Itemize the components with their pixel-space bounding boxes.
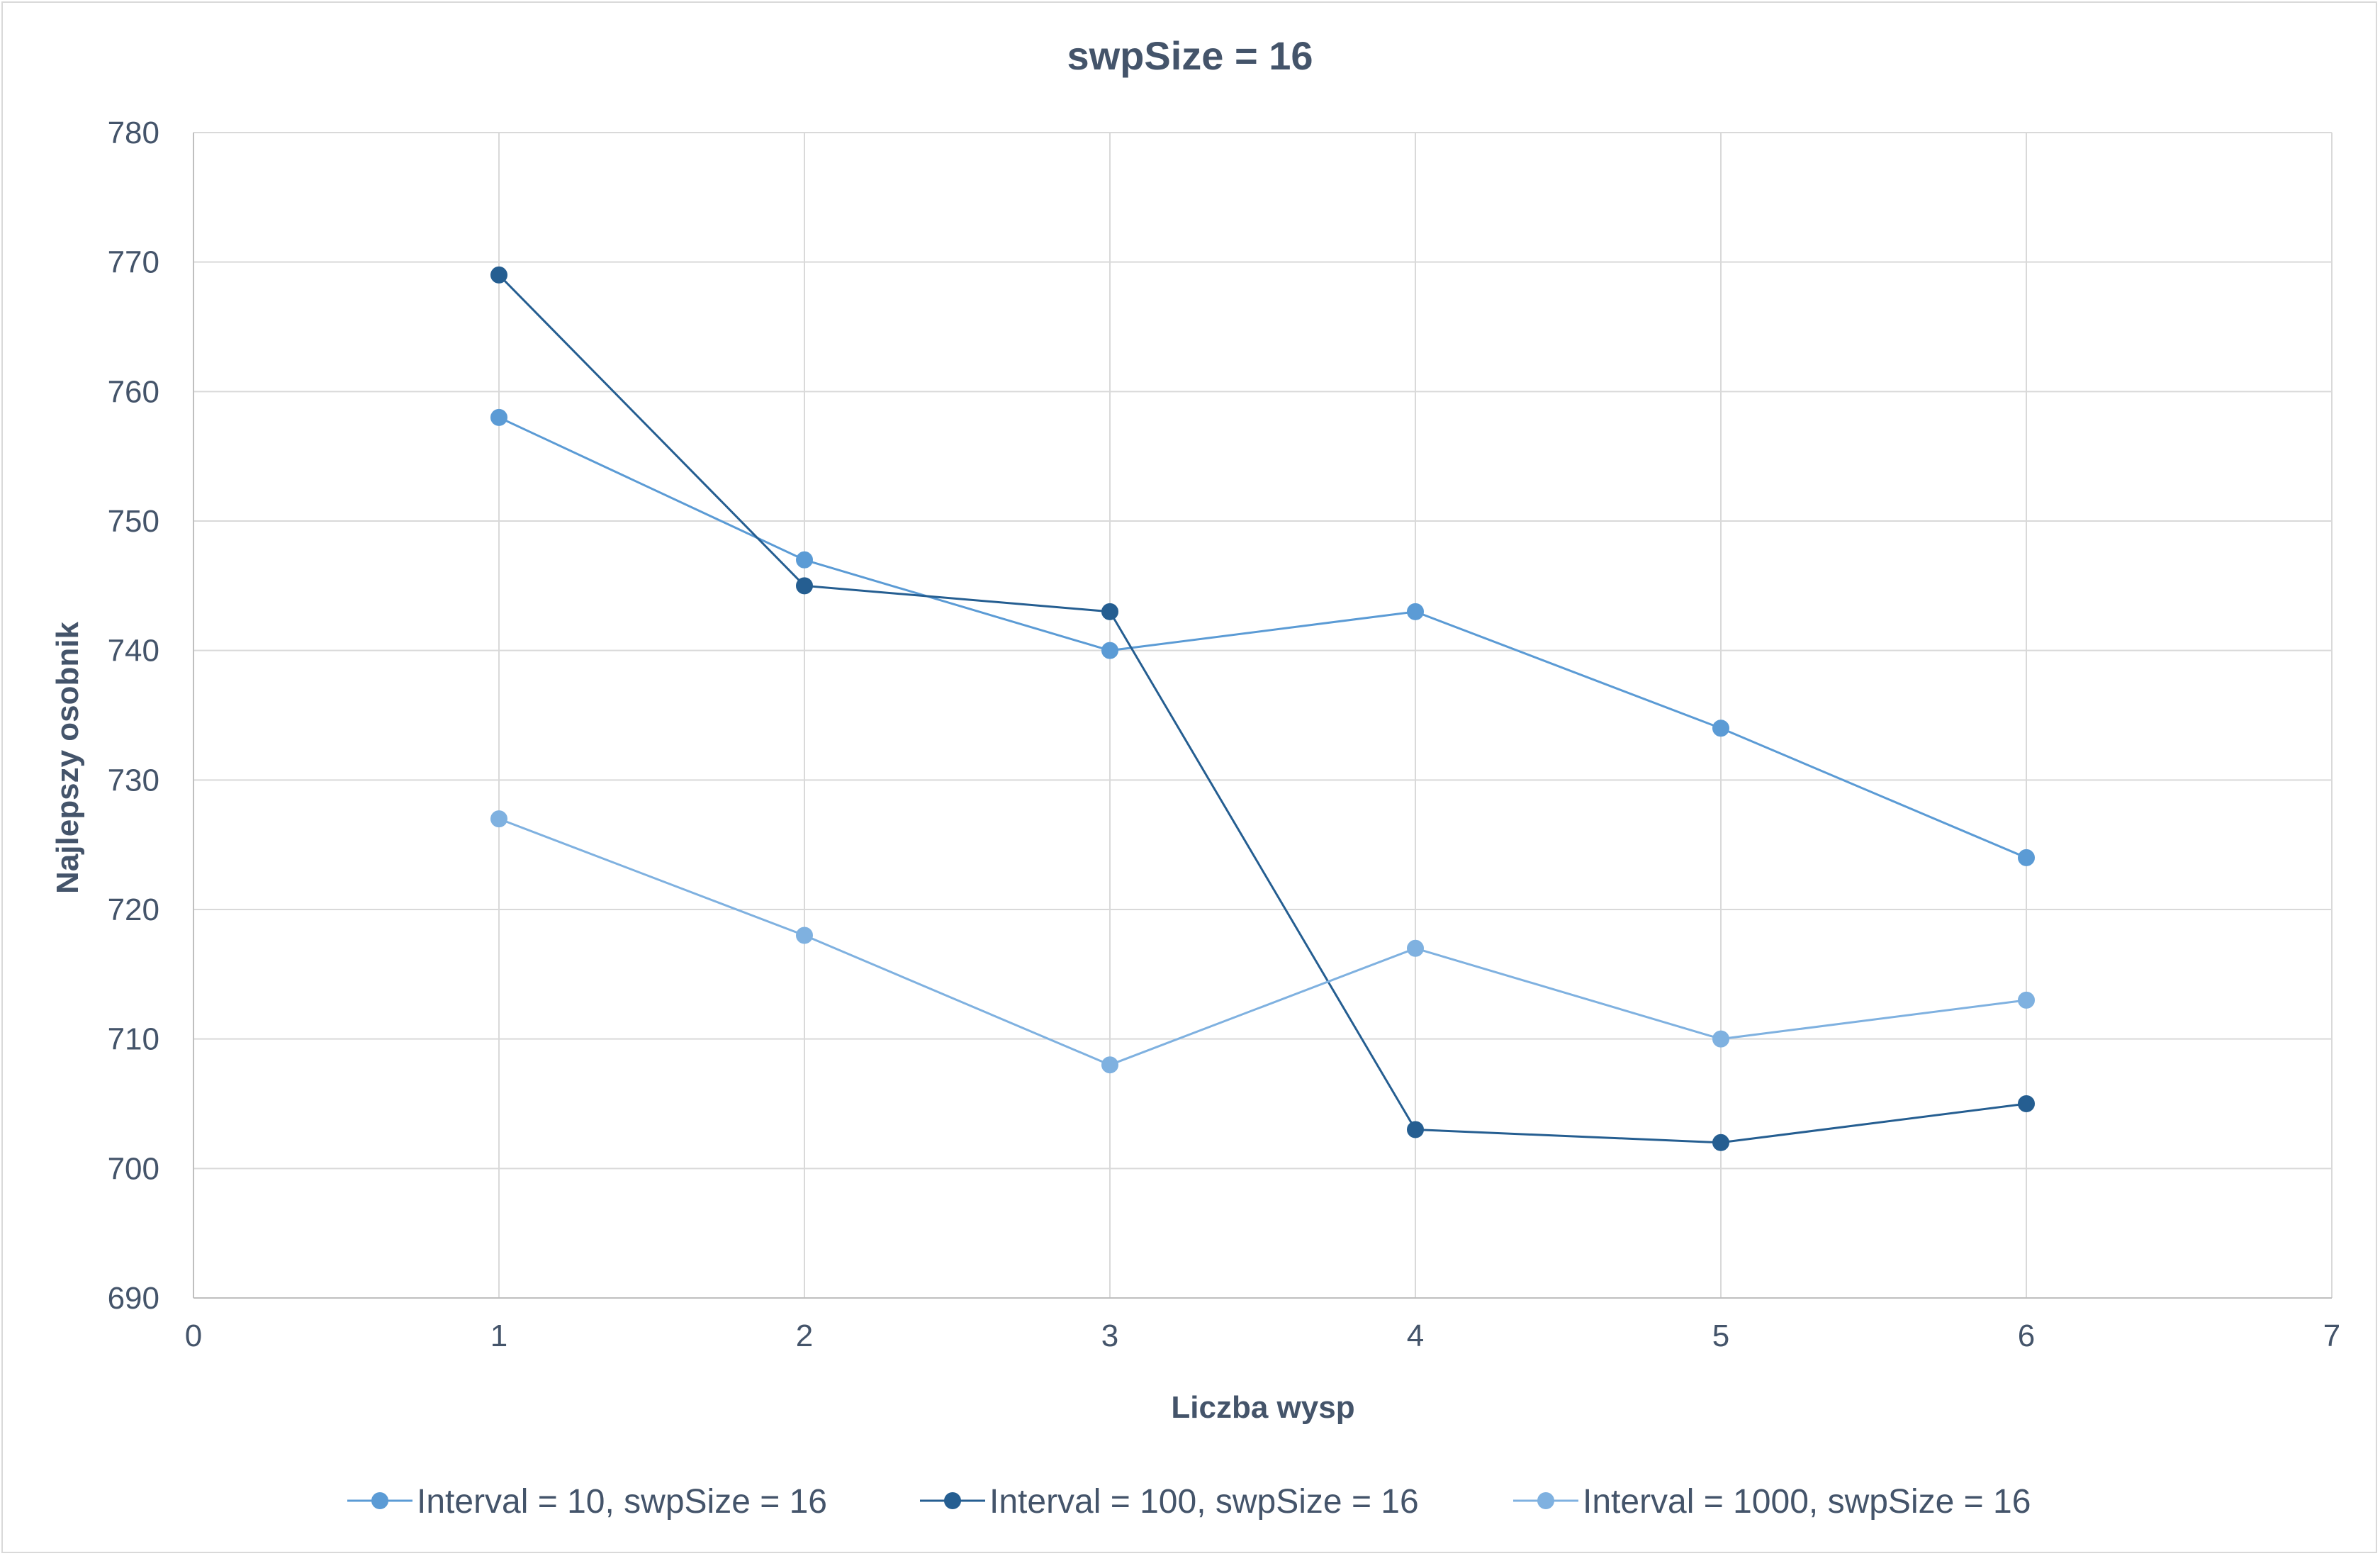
x-tick-label: 5 <box>1712 1319 1729 1353</box>
tick-labels: 690 700 710 720 730 740 750 760 770 780 0 1 2 3 4 5 6 7 <box>108 116 2341 1353</box>
data-point <box>1712 720 1729 737</box>
y-tick-label: 780 <box>108 116 159 150</box>
data-point <box>490 266 507 284</box>
x-tick-label: 6 <box>2018 1319 2035 1353</box>
y-tick-label: 750 <box>108 504 159 539</box>
y-tick-label: 720 <box>108 892 159 927</box>
x-tick-label: 7 <box>2323 1319 2340 1353</box>
data-point <box>2018 849 2035 866</box>
x-tick-label: 0 <box>185 1319 202 1353</box>
series-3 <box>490 810 2035 1074</box>
legend-marker <box>1537 1492 1554 1509</box>
chart-title: swpSize = 16 <box>1067 33 1313 78</box>
data-point <box>1712 1134 1729 1151</box>
data-point <box>796 551 813 569</box>
legend-label: Interval = 10, swpSize = 16 <box>417 1483 827 1521</box>
y-tick-label: 760 <box>108 374 159 409</box>
data-point <box>796 577 813 595</box>
y-tick-label: 690 <box>108 1281 159 1316</box>
x-axis-title: Liczba wysp <box>1171 1390 1354 1425</box>
series-line <box>498 274 2027 1144</box>
legend-marker <box>371 1492 388 1509</box>
data-point <box>1712 1030 1729 1048</box>
series-lines <box>490 266 2035 1151</box>
data-point <box>2018 1095 2035 1112</box>
series-1 <box>490 408 2035 866</box>
y-tick-label: 770 <box>108 245 159 280</box>
axes <box>193 133 2332 1299</box>
data-point <box>490 810 507 828</box>
y-tick-label: 740 <box>108 634 159 668</box>
data-point <box>1101 603 1118 620</box>
y-tick-label: 710 <box>108 1022 159 1057</box>
gridlines <box>193 132 2333 1298</box>
x-tick-label: 1 <box>490 1319 507 1353</box>
y-axis-title: Najlepszy osobnik <box>50 622 85 894</box>
legend-item-1: Interval = 10, swpSize = 16 <box>347 1483 827 1521</box>
legend-item-2: Interval = 100, swpSize = 16 <box>920 1483 1419 1521</box>
series-2 <box>490 266 2035 1151</box>
data-point <box>1101 1056 1118 1074</box>
legend-item-3: Interval = 1000, swpSize = 16 <box>1513 1483 2031 1521</box>
data-point <box>1407 603 1424 620</box>
series-line <box>498 416 2027 859</box>
data-point <box>1101 642 1118 659</box>
y-tick-label: 730 <box>108 763 159 797</box>
legend: Interval = 10, swpSize = 16 Interval = 10… <box>347 1483 2031 1521</box>
x-tick-label: 3 <box>1101 1319 1118 1353</box>
series-line <box>498 817 2027 1066</box>
x-tick-label: 4 <box>1407 1319 1424 1353</box>
data-point <box>796 927 813 944</box>
data-point <box>2018 991 2035 1009</box>
legend-marker <box>944 1492 961 1509</box>
data-point <box>1407 1121 1424 1138</box>
data-point <box>1407 939 1424 957</box>
y-tick-label: 700 <box>108 1151 159 1186</box>
data-point <box>490 408 507 426</box>
legend-label: Interval = 100, swpSize = 16 <box>989 1483 1419 1521</box>
x-tick-label: 2 <box>796 1319 813 1353</box>
legend-label: Interval = 1000, swpSize = 16 <box>1583 1483 2031 1521</box>
